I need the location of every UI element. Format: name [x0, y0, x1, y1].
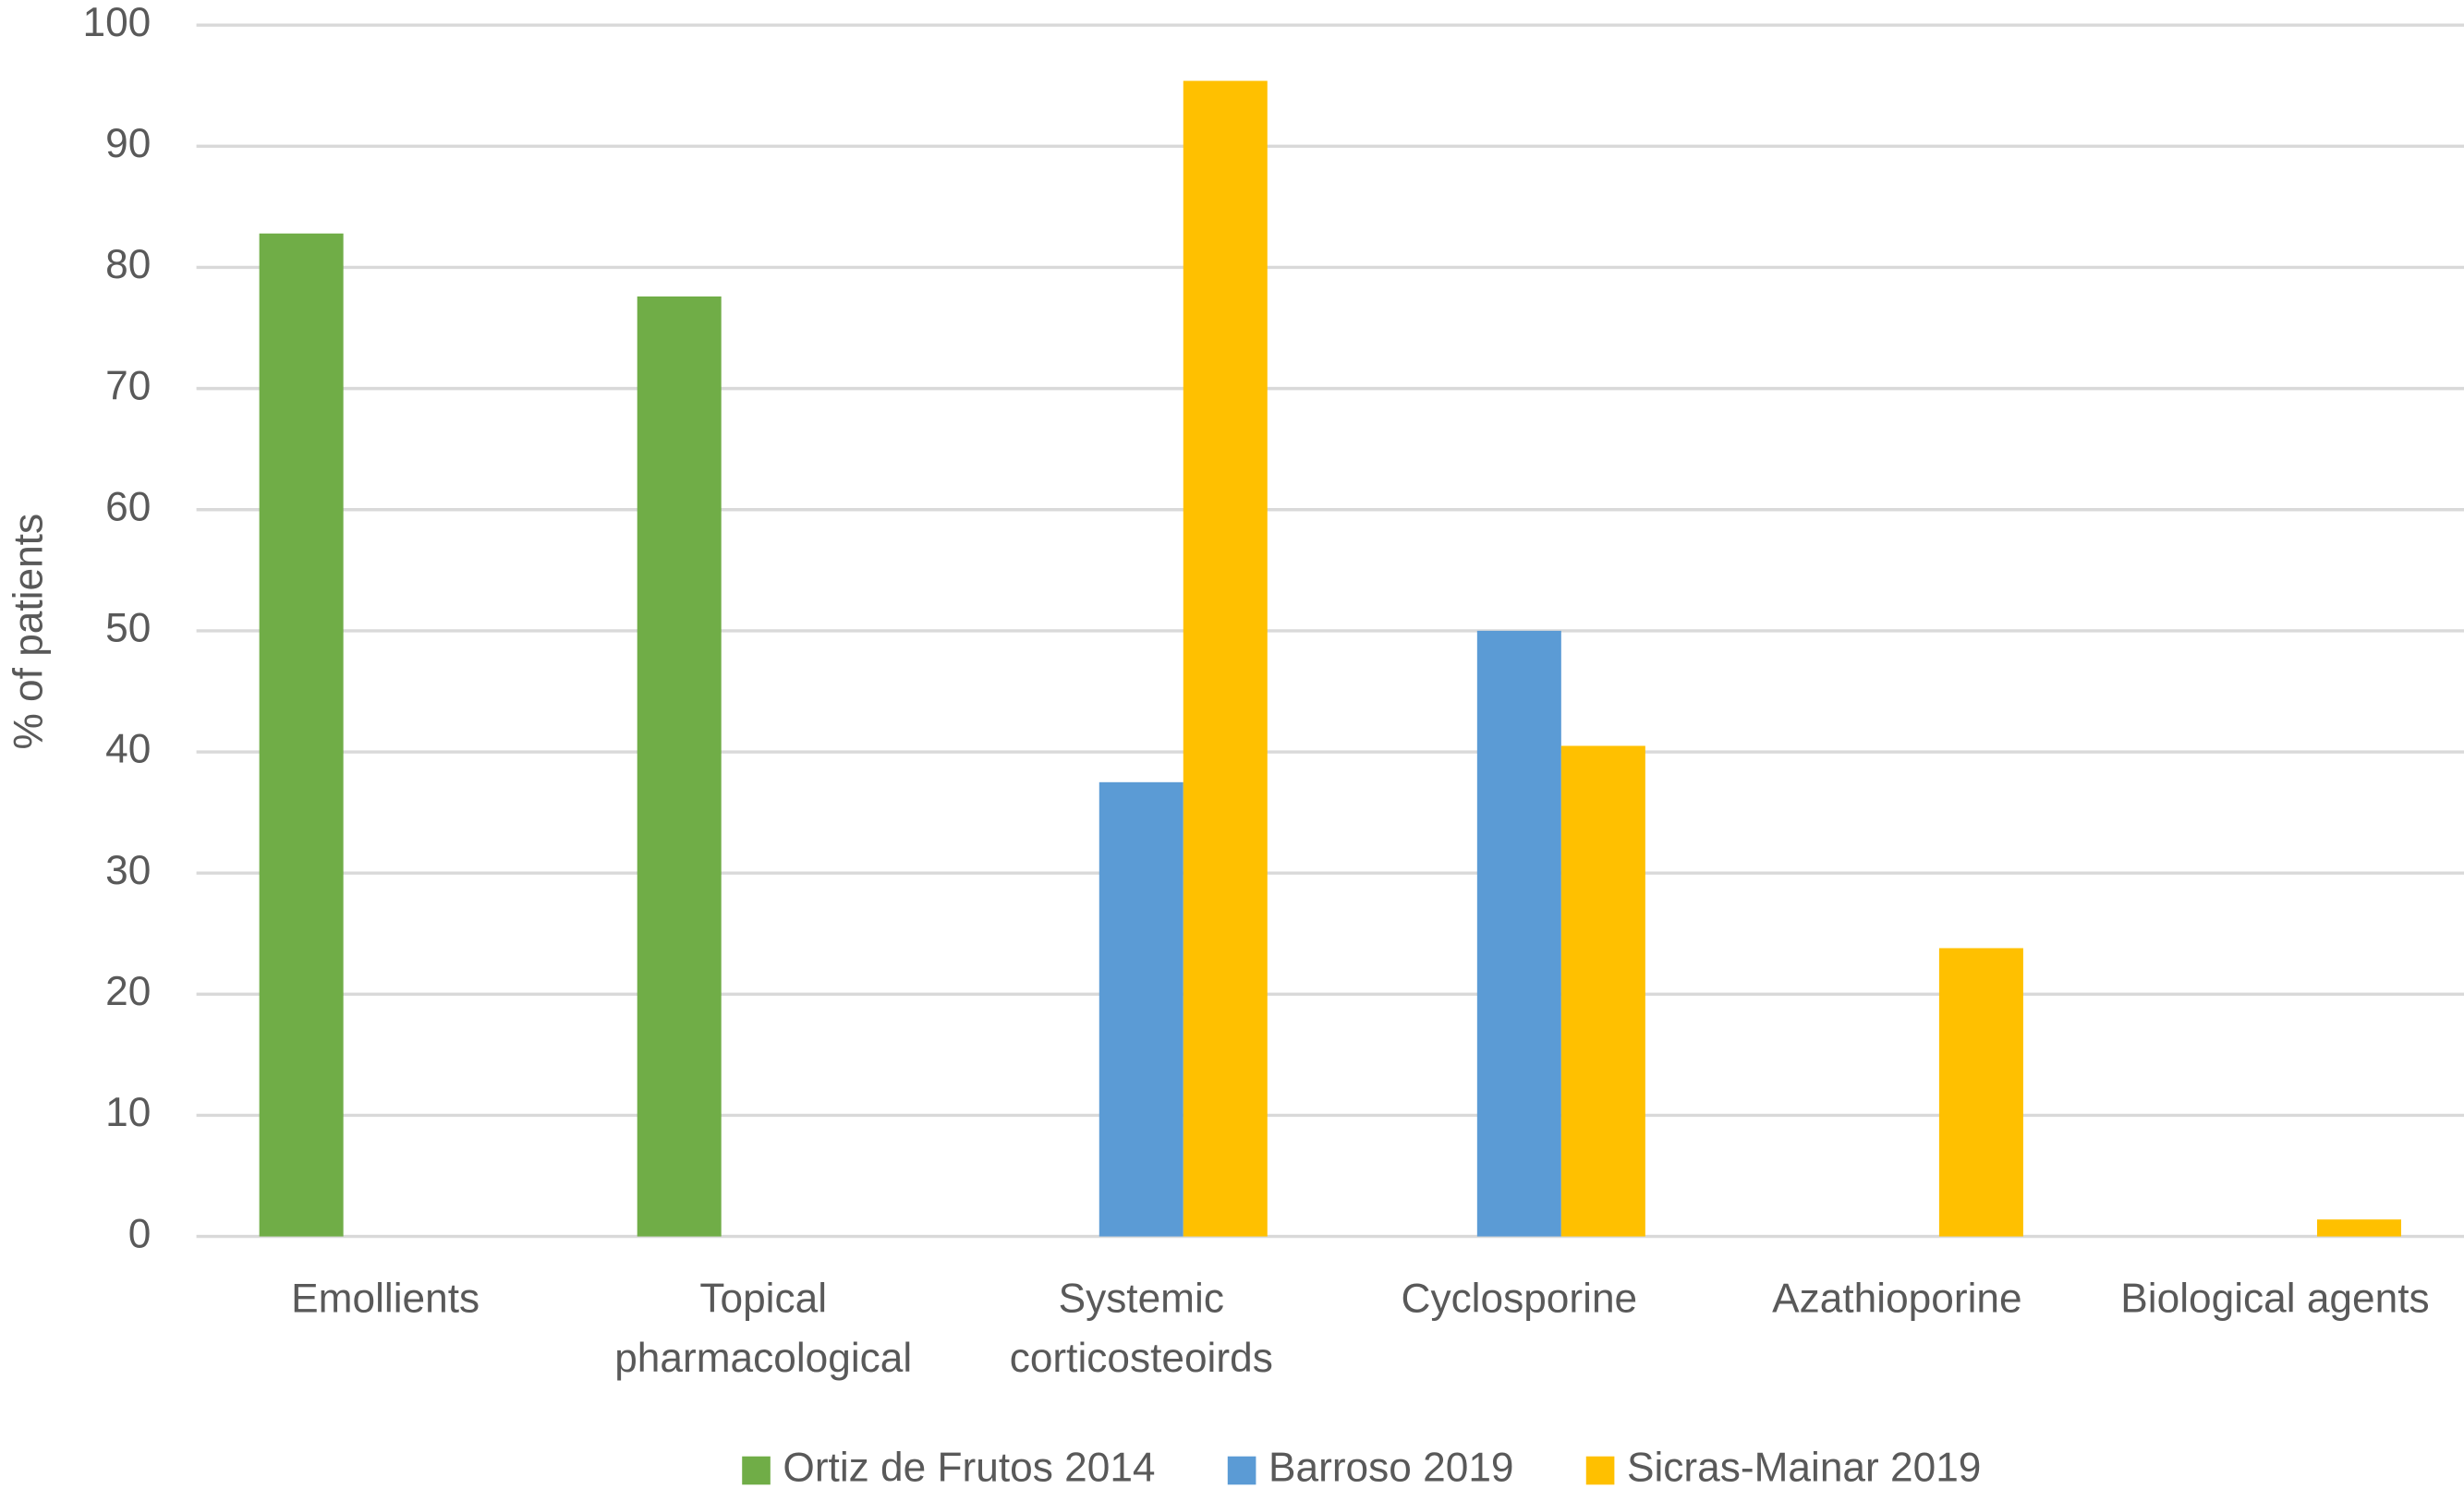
x-tick-label: Azathioporine	[1772, 1276, 2021, 1321]
legend-label: Barroso 2019	[1268, 1446, 1514, 1491]
legend-swatch	[1227, 1456, 1256, 1485]
bar	[637, 296, 722, 1237]
legend-swatch	[742, 1456, 771, 1485]
x-tick-label: Systemic corticosteoirds	[1010, 1276, 1273, 1381]
x-tick-label: Emollients	[291, 1276, 479, 1321]
y-tick-label: 20	[105, 969, 151, 1014]
y-axis-title: % of patients	[6, 514, 52, 750]
y-tick-label: 60	[105, 484, 151, 529]
bar	[2316, 1219, 2401, 1237]
legend-label: Sicras-Mainar 2019	[1627, 1446, 1981, 1491]
y-tick-label: 90	[105, 121, 151, 166]
y-tick-label: 30	[105, 848, 151, 893]
bar	[259, 233, 344, 1237]
y-tick-label: 50	[105, 606, 151, 651]
y-tick-label: 10	[105, 1090, 151, 1135]
y-tick-label: 0	[128, 1211, 152, 1256]
bar	[1560, 745, 1645, 1237]
y-tick-label: 40	[105, 727, 151, 772]
y-tick-label: 100	[83, 0, 152, 45]
legend-label: Ortiz de Frutos 2014	[783, 1446, 1155, 1491]
bar	[1098, 781, 1183, 1237]
x-tick-label: Cyclosporine	[1402, 1276, 1638, 1321]
legend-swatch	[1585, 1456, 1615, 1485]
bar	[1183, 80, 1268, 1237]
bar	[1476, 630, 1561, 1237]
bar	[1938, 948, 2023, 1237]
y-tick-label: 70	[105, 363, 151, 408]
y-tick-label: 80	[105, 242, 151, 287]
x-tick-label: Topical pharmacological	[614, 1276, 912, 1381]
x-tick-label: Biological agents	[2120, 1276, 2429, 1321]
